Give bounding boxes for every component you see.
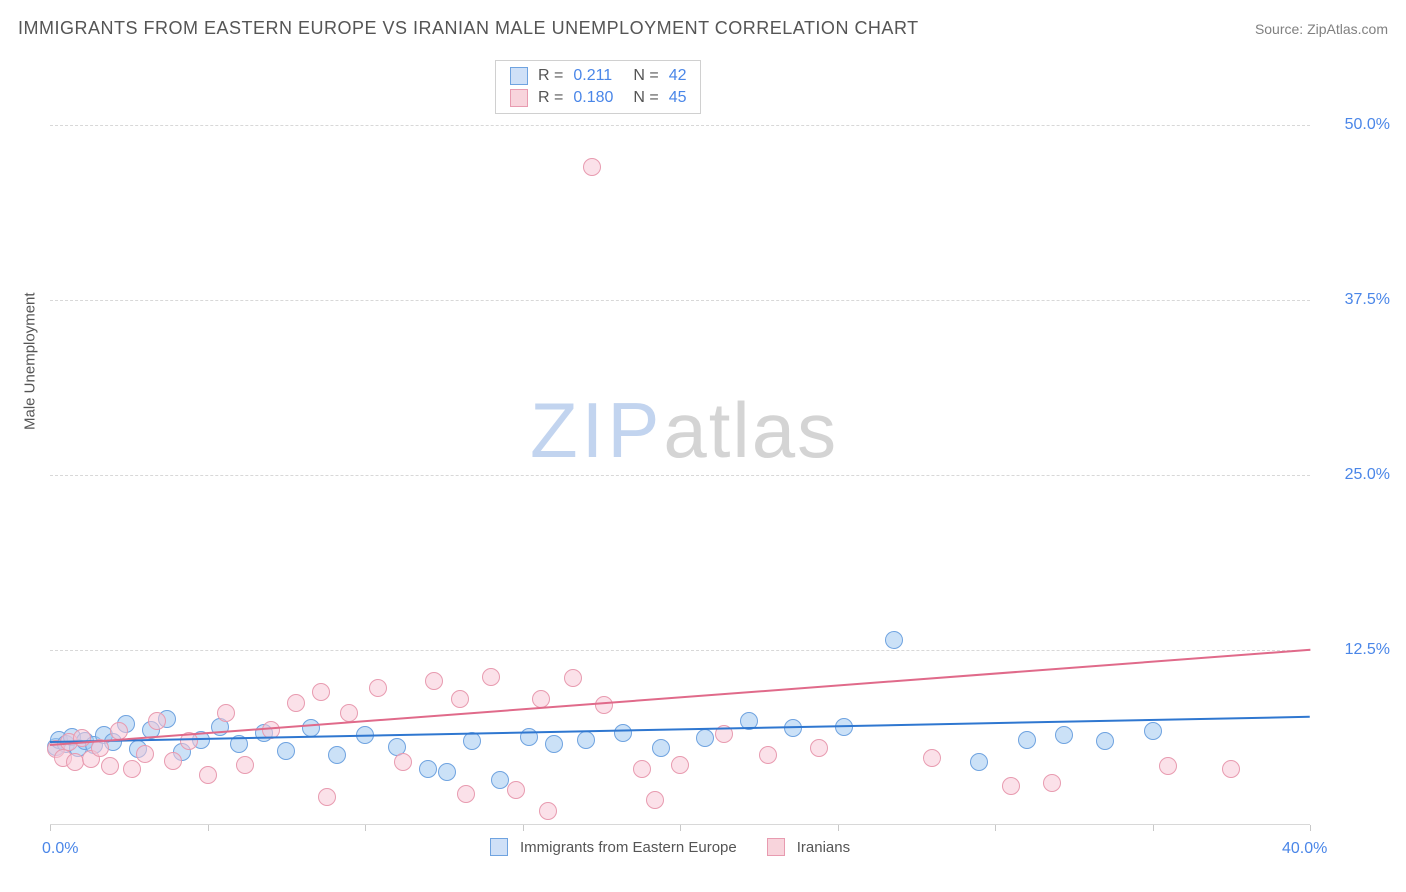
- data-point: [652, 739, 670, 757]
- data-point: [507, 781, 525, 799]
- data-point: [457, 785, 475, 803]
- y-tick-label: 12.5%: [1320, 641, 1390, 659]
- data-point: [123, 760, 141, 778]
- trend-line: [50, 649, 1310, 746]
- data-point: [369, 679, 387, 697]
- data-point: [101, 757, 119, 775]
- data-point: [646, 791, 664, 809]
- data-point: [199, 766, 217, 784]
- y-tick-label: 25.0%: [1320, 466, 1390, 484]
- x-tick-mark: [208, 825, 209, 831]
- legend-label: Iranians: [797, 839, 850, 856]
- legend-swatch: [767, 838, 785, 856]
- data-point: [148, 712, 166, 730]
- watermark-zip: ZIP: [530, 386, 663, 474]
- data-point: [318, 788, 336, 806]
- data-point: [164, 752, 182, 770]
- data-point: [614, 724, 632, 742]
- data-point: [810, 739, 828, 757]
- x-tick-mark: [50, 825, 51, 831]
- data-point: [545, 735, 563, 753]
- n-label: N =: [633, 67, 658, 85]
- data-point: [923, 749, 941, 767]
- x-tick-mark: [1310, 825, 1311, 831]
- data-point: [394, 753, 412, 771]
- legend-swatch: [510, 67, 528, 85]
- legend-label: Immigrants from Eastern Europe: [520, 839, 737, 856]
- data-point: [438, 763, 456, 781]
- data-point: [564, 669, 582, 687]
- data-point: [482, 668, 500, 686]
- x-tick-mark: [680, 825, 681, 831]
- data-point: [451, 690, 469, 708]
- data-point: [583, 158, 601, 176]
- source-label: Source: ZipAtlas.com: [1255, 21, 1388, 37]
- legend-stats-row: R = 0.180 N = 45: [496, 87, 700, 109]
- y-tick-label: 37.5%: [1320, 291, 1390, 309]
- data-point: [73, 729, 91, 747]
- legend-swatch: [510, 89, 528, 107]
- y-axis-label: Male Unemployment: [22, 292, 39, 430]
- grid-line: [50, 125, 1310, 126]
- data-point: [277, 742, 295, 760]
- data-point: [784, 719, 802, 737]
- data-point: [340, 704, 358, 722]
- watermark: ZIPatlas: [530, 385, 838, 476]
- data-point: [1043, 774, 1061, 792]
- r-value: 0.211: [573, 67, 623, 85]
- n-value: 42: [669, 67, 687, 85]
- legend-stats-row: R = 0.211 N = 42: [496, 65, 700, 87]
- data-point: [328, 746, 346, 764]
- x-axis-max-label: 40.0%: [1282, 840, 1327, 858]
- data-point: [532, 690, 550, 708]
- data-point: [1002, 777, 1020, 795]
- data-point: [595, 696, 613, 714]
- grid-line: [50, 650, 1310, 651]
- legend-stats-box: R = 0.211 N = 42 R = 0.180 N = 45: [495, 60, 701, 114]
- data-point: [671, 756, 689, 774]
- legend-series: Immigrants from Eastern Europe Iranians: [490, 838, 868, 856]
- data-point: [539, 802, 557, 820]
- data-point: [633, 760, 651, 778]
- data-point: [1222, 760, 1240, 778]
- y-tick-label: 50.0%: [1320, 116, 1390, 134]
- data-point: [970, 753, 988, 771]
- data-point: [236, 756, 254, 774]
- chart-plot-area: ZIPatlas 12.5%25.0%37.5%50.0%: [50, 55, 1310, 825]
- x-tick-mark: [365, 825, 366, 831]
- n-label: N =: [633, 89, 658, 107]
- data-point: [1055, 726, 1073, 744]
- r-label: R =: [538, 67, 563, 85]
- data-point: [425, 672, 443, 690]
- data-point: [885, 631, 903, 649]
- data-point: [696, 729, 714, 747]
- grid-line: [50, 475, 1310, 476]
- n-value: 45: [669, 89, 687, 107]
- legend-swatch: [490, 838, 508, 856]
- x-tick-mark: [523, 825, 524, 831]
- r-value: 0.180: [573, 89, 623, 107]
- data-point: [287, 694, 305, 712]
- x-tick-mark: [995, 825, 996, 831]
- data-point: [1096, 732, 1114, 750]
- data-point: [759, 746, 777, 764]
- data-point: [419, 760, 437, 778]
- x-tick-mark: [1153, 825, 1154, 831]
- r-label: R =: [538, 89, 563, 107]
- watermark-atlas: atlas: [663, 386, 838, 474]
- x-axis-min-label: 0.0%: [42, 840, 78, 858]
- data-point: [217, 704, 235, 722]
- data-point: [136, 745, 154, 763]
- data-point: [312, 683, 330, 701]
- data-point: [463, 732, 481, 750]
- data-point: [577, 731, 595, 749]
- chart-title: IMMIGRANTS FROM EASTERN EUROPE VS IRANIA…: [18, 18, 919, 39]
- data-point: [1144, 722, 1162, 740]
- x-tick-mark: [838, 825, 839, 831]
- data-point: [1159, 757, 1177, 775]
- data-point: [1018, 731, 1036, 749]
- grid-line: [50, 300, 1310, 301]
